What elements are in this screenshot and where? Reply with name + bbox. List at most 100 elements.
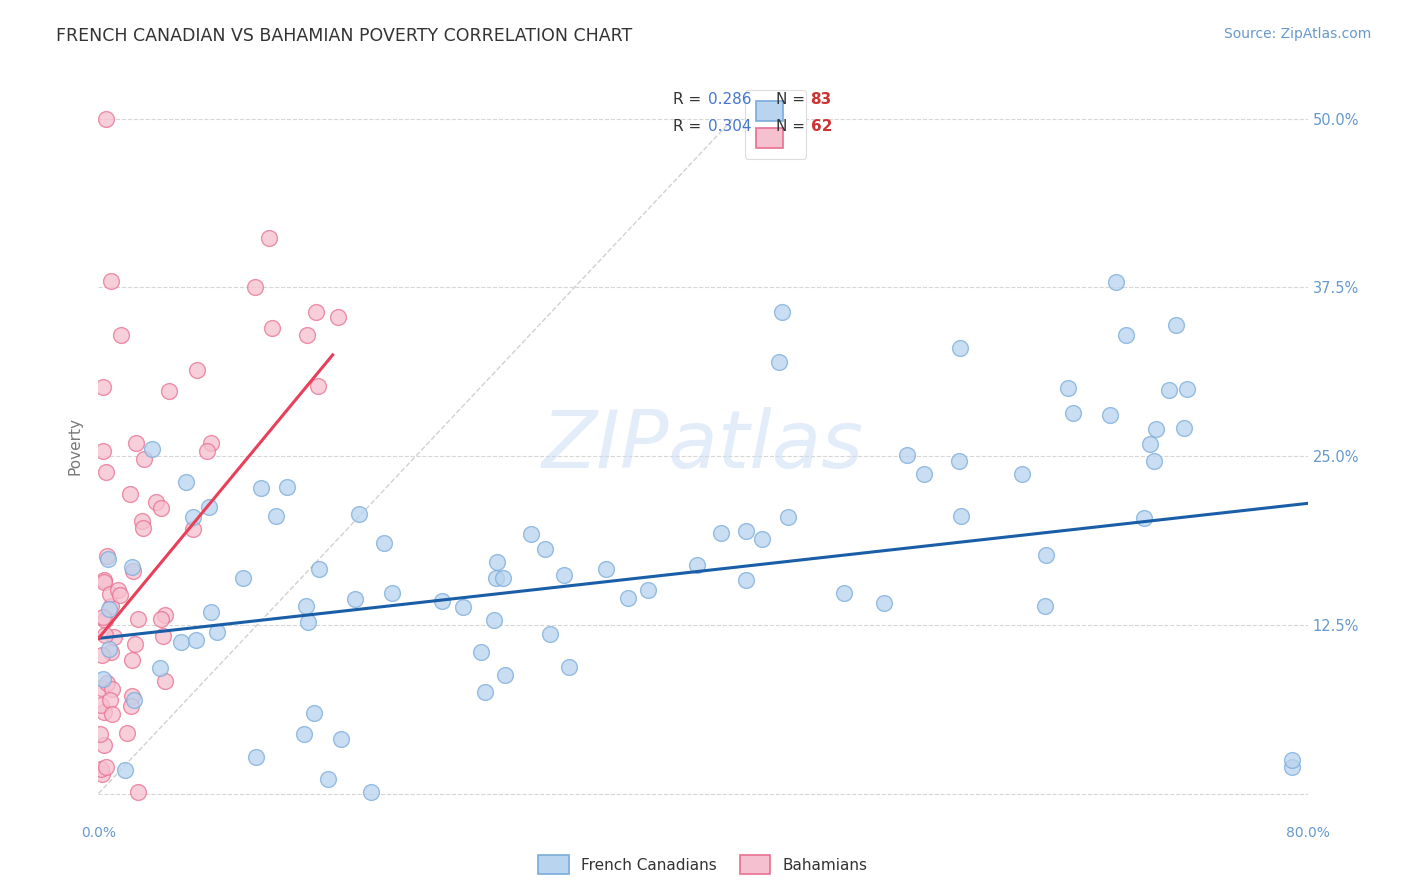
Point (131, 514, 153, 528)
Point (304, 706, 326, 721)
Point (197, 500, 219, 514)
Text: Source: ZipAtlas.com: Source: ZipAtlas.com (1223, 27, 1371, 41)
Point (132, 452, 155, 467)
Point (1057, 381, 1080, 395)
Point (912, 467, 935, 481)
Point (108, 588, 131, 602)
Point (93, 738, 115, 752)
Point (94, 628, 117, 642)
Point (492, 571, 515, 585)
Point (94, 613, 117, 627)
Point (97, 601, 120, 615)
Point (118, 487, 141, 501)
Point (1173, 421, 1195, 435)
Point (100, 645, 122, 659)
Point (93, 574, 115, 588)
Point (485, 571, 508, 585)
Point (266, 508, 288, 523)
Text: R =: R = (672, 93, 706, 107)
Point (259, 231, 281, 245)
Point (1011, 467, 1033, 482)
Point (176, 475, 198, 490)
Point (295, 328, 318, 343)
Point (305, 305, 328, 319)
Point (107, 583, 129, 598)
Point (1164, 318, 1187, 333)
Point (150, 501, 173, 516)
Point (125, 435, 148, 450)
Legend: French Canadians, Bahamians: French Canadians, Bahamians (533, 849, 873, 880)
Point (751, 532, 773, 546)
Point (124, 692, 146, 706)
Point (344, 592, 367, 607)
Point (181, 509, 204, 524)
Point (295, 599, 318, 613)
Y-axis label: Poverty: Poverty (67, 417, 83, 475)
Point (1133, 511, 1156, 525)
Point (124, 637, 146, 651)
Point (1035, 548, 1057, 562)
Point (96, 549, 118, 564)
Point (152, 629, 174, 643)
Point (595, 562, 617, 576)
Point (200, 605, 222, 619)
Point (1144, 422, 1167, 436)
Point (91, 648, 114, 663)
Point (474, 684, 496, 698)
Point (360, 785, 382, 799)
Point (292, 726, 315, 740)
Point (98, 641, 121, 656)
Point (533, 542, 555, 557)
Legend: , : , (745, 90, 806, 159)
Text: FRENCH CANADIAN VS BAHAMIAN POVERTY CORRELATION CHART: FRENCH CANADIAN VS BAHAMIAN POVERTY CORR… (56, 27, 633, 45)
Point (110, 327, 132, 342)
Point (494, 668, 516, 682)
Point (486, 555, 509, 569)
Point (1175, 382, 1198, 396)
Point (127, 785, 149, 799)
Point (91, 380, 114, 394)
Point (832, 586, 855, 600)
Point (519, 527, 541, 541)
Text: 62: 62 (811, 119, 832, 134)
Point (114, 763, 136, 777)
Point (373, 536, 395, 550)
Point (316, 772, 339, 787)
Point (260, 321, 283, 335)
Point (141, 442, 163, 457)
Text: 83: 83 (811, 93, 832, 107)
Point (90, 698, 112, 712)
Point (127, 612, 149, 626)
Point (94, 759, 117, 773)
Point (121, 559, 143, 574)
Point (100, 707, 122, 722)
Point (686, 558, 709, 573)
Point (453, 599, 475, 614)
Point (347, 508, 370, 522)
Point (93, 705, 115, 719)
Text: R =: R = (672, 119, 706, 134)
Point (276, 480, 298, 494)
Point (538, 627, 561, 641)
Text: ZIPatlas: ZIPatlas (541, 407, 865, 485)
Point (768, 354, 790, 368)
Point (100, 274, 122, 288)
Point (896, 448, 918, 462)
Point (950, 508, 973, 523)
Point (153, 607, 176, 622)
Point (1105, 275, 1128, 289)
Point (1139, 437, 1161, 451)
Text: N =: N = (776, 93, 810, 107)
Point (121, 564, 143, 578)
Point (170, 635, 193, 649)
Point (184, 632, 207, 647)
Point (96, 466, 118, 480)
Point (98, 693, 121, 707)
Text: 0.304: 0.304 (707, 119, 751, 134)
Point (637, 582, 659, 597)
Point (307, 378, 329, 392)
Point (157, 384, 180, 398)
Point (181, 522, 204, 536)
Text: N =: N = (776, 119, 810, 134)
Point (121, 653, 143, 667)
